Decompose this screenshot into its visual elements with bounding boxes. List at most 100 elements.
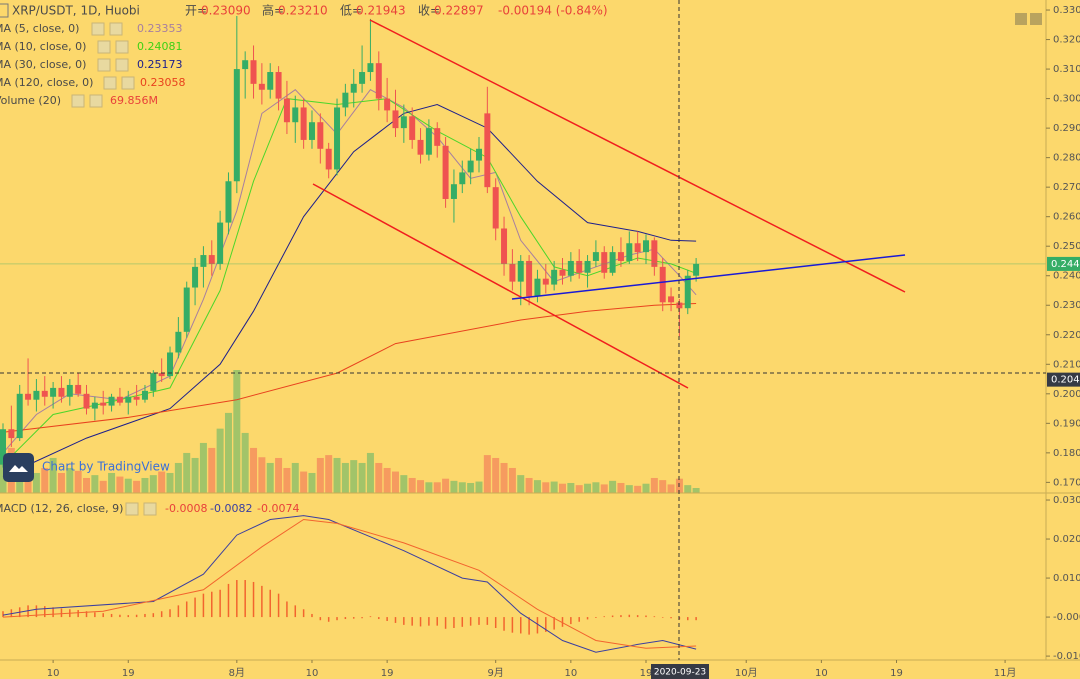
close-icon[interactable] bbox=[109, 22, 123, 36]
settings-icon[interactable] bbox=[71, 94, 85, 108]
watermark[interactable]: Chart by TradingView bbox=[42, 460, 170, 474]
macd-histogram-bar bbox=[494, 617, 497, 629]
volume-bar bbox=[600, 484, 608, 493]
y-tick-label: 0.190 bbox=[1053, 418, 1080, 429]
x-tick-label: 19 bbox=[640, 668, 653, 679]
candle-body bbox=[576, 260, 583, 273]
volume-bar bbox=[41, 467, 49, 493]
x-tick-label: 8月 bbox=[229, 667, 245, 679]
candle-body bbox=[693, 263, 700, 276]
volume-bar bbox=[325, 455, 333, 493]
volume-bar bbox=[391, 471, 399, 493]
settings-icon[interactable] bbox=[97, 40, 111, 54]
crosshair-date-label: 2020-09-23 bbox=[654, 668, 706, 678]
close-icon[interactable] bbox=[89, 94, 103, 108]
candle-body bbox=[75, 384, 82, 394]
volume-bar bbox=[575, 485, 583, 493]
macd-histogram-bar bbox=[478, 617, 480, 625]
candle-body bbox=[609, 252, 616, 273]
close-icon[interactable] bbox=[121, 76, 135, 90]
close-icon[interactable] bbox=[143, 502, 157, 516]
pane-button[interactable] bbox=[1030, 13, 1042, 25]
checkbox[interactable] bbox=[0, 3, 9, 18]
pane-button[interactable] bbox=[1015, 13, 1027, 25]
candle-body bbox=[425, 128, 432, 155]
candle-body bbox=[475, 148, 482, 161]
legend-value: -0.0074 bbox=[257, 502, 299, 515]
settings-icon[interactable] bbox=[103, 76, 117, 90]
candle-body bbox=[384, 98, 391, 111]
legend-label: Volume (20) bbox=[0, 94, 61, 107]
macd-histogram-bar bbox=[135, 614, 138, 618]
header-key: 收= bbox=[418, 4, 440, 18]
legend-label: MA (10, close, 0) bbox=[0, 40, 86, 53]
volume-bar bbox=[333, 457, 341, 493]
close-icon[interactable] bbox=[115, 58, 129, 72]
volume-bar bbox=[492, 457, 500, 493]
volume-bar bbox=[659, 480, 667, 493]
macd-histogram-bar bbox=[219, 589, 221, 618]
close-icon[interactable] bbox=[115, 40, 129, 54]
macd-histogram-bar bbox=[2, 611, 4, 618]
macd-histogram-bar bbox=[553, 617, 555, 630]
candle-body bbox=[25, 393, 32, 400]
x-tick-label: 19 bbox=[122, 668, 135, 679]
candle-body bbox=[409, 116, 416, 140]
candle-body bbox=[534, 278, 541, 297]
trend-line[interactable] bbox=[369, 19, 906, 293]
macd-histogram-bar bbox=[394, 617, 397, 623]
trend-line[interactable] bbox=[511, 254, 906, 300]
volume-bar bbox=[558, 483, 566, 493]
volume-bar bbox=[341, 462, 349, 493]
volume-bar bbox=[283, 467, 291, 493]
candle-body bbox=[217, 222, 224, 264]
trend-line[interactable] bbox=[312, 183, 689, 389]
macd-histogram-bar bbox=[695, 617, 697, 621]
y-tick-label: 0.170 bbox=[1053, 477, 1080, 488]
volume-bar bbox=[625, 485, 633, 493]
candle-body bbox=[517, 260, 524, 282]
volume-bar bbox=[634, 485, 642, 493]
macd-histogram-bar bbox=[469, 617, 472, 626]
candle-body bbox=[592, 252, 599, 261]
y-tick-label: -0.0100 bbox=[1053, 651, 1080, 662]
volume-bar bbox=[158, 471, 166, 493]
macd-histogram-bar bbox=[102, 613, 104, 618]
header-key: 高= bbox=[262, 3, 284, 18]
settings-icon[interactable] bbox=[91, 22, 105, 36]
candle-body bbox=[626, 243, 633, 261]
volume-bar bbox=[366, 452, 374, 493]
macd-histogram-bar bbox=[319, 617, 322, 621]
candle-body bbox=[16, 393, 23, 439]
volume-bar bbox=[199, 442, 207, 493]
macd-histogram-bar bbox=[486, 617, 489, 625]
candle-body bbox=[50, 387, 57, 397]
legend-label: MA (120, close, 0) bbox=[0, 76, 93, 89]
candle-body bbox=[400, 116, 407, 129]
settings-icon[interactable] bbox=[125, 502, 139, 516]
volume-bar bbox=[124, 478, 132, 493]
legend-label: MA (5, close, 0) bbox=[0, 22, 79, 35]
settings-icon[interactable] bbox=[97, 58, 111, 72]
macd-histogram-bar bbox=[311, 613, 313, 618]
candle-body bbox=[317, 122, 324, 149]
volume-bar bbox=[49, 457, 57, 493]
ma-line bbox=[2, 303, 697, 433]
y-tick-label: 0.220 bbox=[1053, 330, 1080, 341]
volume-bar bbox=[642, 483, 650, 493]
candle-body bbox=[484, 113, 491, 188]
macd-histogram-bar bbox=[277, 593, 280, 618]
volume-bar bbox=[316, 457, 324, 493]
candle-body bbox=[275, 72, 282, 99]
macd-histogram-bar bbox=[119, 614, 121, 618]
macd-histogram-bar bbox=[687, 617, 689, 621]
macd-histogram-bar bbox=[653, 616, 656, 618]
candle-body bbox=[651, 240, 658, 267]
candle-body bbox=[567, 260, 574, 276]
macd-histogram-bar bbox=[628, 614, 631, 618]
logo[interactable] bbox=[3, 453, 34, 482]
macd-histogram-bar bbox=[519, 617, 522, 634]
